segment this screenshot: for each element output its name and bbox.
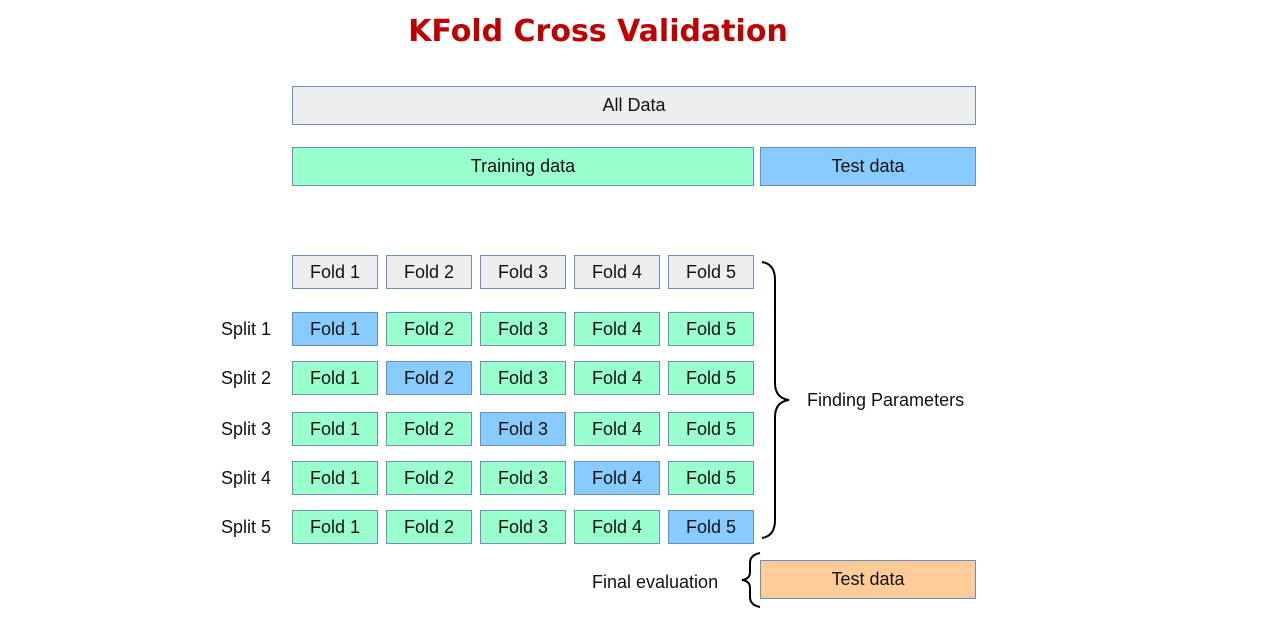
split-1-fold-4-train: Fold 4 xyxy=(574,312,660,346)
split-3-fold-3-test: Fold 3 xyxy=(480,412,566,446)
fold-label: Fold 3 xyxy=(497,418,549,439)
split-2-fold-1-train: Fold 1 xyxy=(292,361,378,395)
fold-label: Fold 1 xyxy=(309,467,361,488)
fold-label: Fold 1 xyxy=(309,261,361,282)
split-5-fold-1-train: Fold 1 xyxy=(292,510,378,544)
fold-label: Fold 5 xyxy=(685,516,737,537)
fold-label: Fold 2 xyxy=(403,418,455,439)
split-5-fold-4-train: Fold 4 xyxy=(574,510,660,544)
all-data-bar: All Data xyxy=(292,86,976,125)
fold-label: Fold 5 xyxy=(685,467,737,488)
split-1-fold-3-train: Fold 3 xyxy=(480,312,566,346)
header-fold-5: Fold 5 xyxy=(668,255,754,289)
fold-label: Fold 5 xyxy=(685,367,737,388)
split-4-fold-4-test: Fold 4 xyxy=(574,461,660,495)
split-3-fold-4-train: Fold 4 xyxy=(574,412,660,446)
fold-label: Fold 4 xyxy=(591,467,643,488)
fold-label: Fold 3 xyxy=(497,467,549,488)
split-4-fold-3-train: Fold 3 xyxy=(480,461,566,495)
split-5-fold-3-train: Fold 3 xyxy=(480,510,566,544)
split-1-fold-5-train: Fold 5 xyxy=(668,312,754,346)
fold-label: Fold 4 xyxy=(591,367,643,388)
fold-label: Fold 2 xyxy=(403,516,455,537)
fold-label: Fold 1 xyxy=(309,318,361,339)
header-fold-4: Fold 4 xyxy=(574,255,660,289)
split-label-2: Split 2 xyxy=(221,368,272,388)
fold-label: Fold 2 xyxy=(403,261,455,282)
split-4-fold-1-train: Fold 1 xyxy=(292,461,378,495)
fold-label: Fold 3 xyxy=(497,261,549,282)
split-5-fold-2-train: Fold 2 xyxy=(386,510,472,544)
split-3-fold-1-train: Fold 1 xyxy=(292,412,378,446)
final-test-data-bar: Test data xyxy=(760,560,976,599)
split-5-fold-5-test: Fold 5 xyxy=(668,510,754,544)
header-fold-3: Fold 3 xyxy=(480,255,566,289)
split-label-5: Split 5 xyxy=(221,517,272,537)
split-label-1: Split 1 xyxy=(221,319,272,339)
training-data-label: Training data xyxy=(470,156,576,176)
fold-label: Fold 4 xyxy=(591,418,643,439)
diagram-title: KFold Cross Validation xyxy=(408,14,788,49)
fold-label: Fold 5 xyxy=(685,318,737,339)
final-evaluation-label: Final evaluation xyxy=(592,572,719,592)
final-test-data-label: Test data xyxy=(831,569,905,589)
split-3-fold-5-train: Fold 5 xyxy=(668,412,754,446)
split-2-fold-3-train: Fold 3 xyxy=(480,361,566,395)
split-3-fold-2-train: Fold 2 xyxy=(386,412,472,446)
finding-parameters-label: Finding Parameters xyxy=(807,390,965,410)
fold-label: Fold 3 xyxy=(497,318,549,339)
fold-label: Fold 4 xyxy=(591,318,643,339)
split-4-fold-5-train: Fold 5 xyxy=(668,461,754,495)
fold-label: Fold 1 xyxy=(309,367,361,388)
fold-label: Fold 5 xyxy=(685,418,737,439)
fold-label: Fold 2 xyxy=(403,318,455,339)
fold-label: Fold 4 xyxy=(591,516,643,537)
split-label-3: Split 3 xyxy=(221,419,272,439)
split-1-fold-2-train: Fold 2 xyxy=(386,312,472,346)
header-fold-2: Fold 2 xyxy=(386,255,472,289)
fold-label: Fold 2 xyxy=(403,367,455,388)
split-4-fold-2-train: Fold 2 xyxy=(386,461,472,495)
test-data-label: Test data xyxy=(831,156,905,176)
split-2-fold-4-train: Fold 4 xyxy=(574,361,660,395)
split-2-fold-5-train: Fold 5 xyxy=(668,361,754,395)
test-data-bar: Test data xyxy=(760,147,976,186)
split-1-fold-1-test: Fold 1 xyxy=(292,312,378,346)
training-data-bar: Training data xyxy=(292,147,754,186)
all-data-label: All Data xyxy=(602,95,666,115)
split-label-4: Split 4 xyxy=(221,468,272,488)
finding-parameters-brace xyxy=(761,261,790,539)
fold-label: Fold 1 xyxy=(309,418,361,439)
fold-label: Fold 3 xyxy=(497,367,549,388)
fold-label: Fold 5 xyxy=(685,261,737,282)
fold-label: Fold 3 xyxy=(497,516,549,537)
fold-label: Fold 4 xyxy=(591,261,643,282)
fold-label: Fold 2 xyxy=(403,467,455,488)
final-evaluation-brace xyxy=(741,552,761,608)
fold-label: Fold 1 xyxy=(309,516,361,537)
header-fold-1: Fold 1 xyxy=(292,255,378,289)
split-2-fold-2-test: Fold 2 xyxy=(386,361,472,395)
